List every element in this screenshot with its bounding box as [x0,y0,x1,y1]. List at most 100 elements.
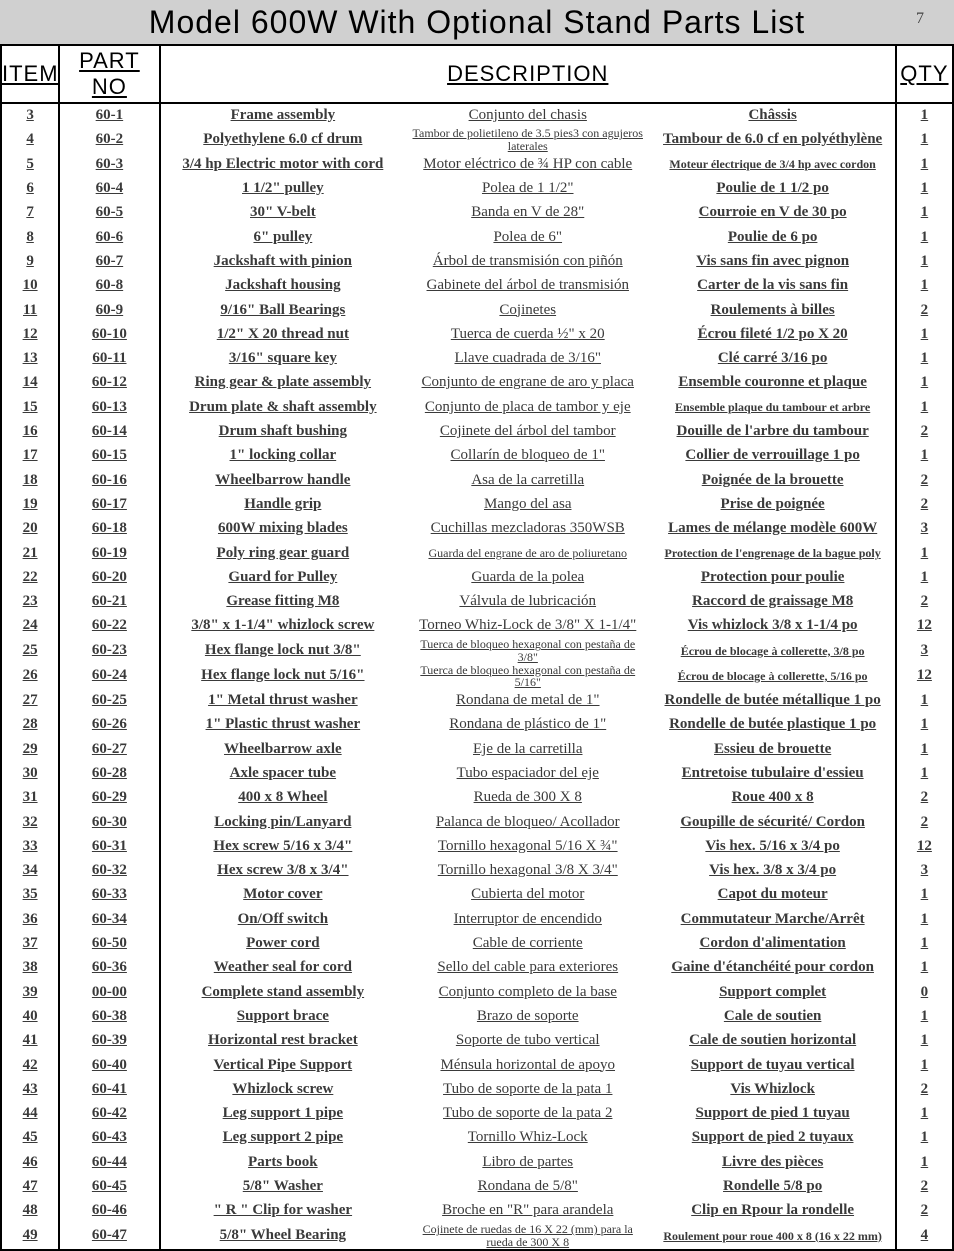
cell-en: 1" locking collar [160,444,405,468]
table-row: 960-7Jackshaft with pinionÁrbol de trans… [1,250,953,274]
cell-fr: Goupille de sécurité/ Cordon [650,810,895,834]
table-row: 1760-151" locking collarCollarín de bloq… [1,444,953,468]
cell-part: 60-20 [59,566,159,590]
cell-fr: Prise de poignée [650,493,895,517]
cell-item: 28 [1,713,59,737]
table-row: 1360-113/16" square keyLlave cuadrada de… [1,347,953,371]
table-row: 2360-21Grease fitting M8Válvula de lubri… [1,590,953,614]
cell-es: Árbol de transmisión con piñón [405,250,650,274]
table-row: 4260-40Vertical Pipe SupportMénsula hori… [1,1053,953,1077]
cell-en: 600W mixing blades [160,517,405,541]
cell-fr: Poulie de 1 1/2 po [650,177,895,201]
cell-es: Banda en V de 28" [405,201,650,225]
table-row: 1060-8Jackshaft housingGabinete del árbo… [1,274,953,298]
cell-es: Rondana de 5/8" [405,1175,650,1199]
cell-qty: 2 [896,786,953,810]
table-row: 460-2Polyethylene 6.0 cf drumTambor de p… [1,127,953,152]
title-bar: Model 600W With Optional Stand Parts Lis… [0,0,954,44]
cell-fr: Collier de verrouillage 1 po [650,444,895,468]
cell-item: 36 [1,907,59,931]
cell-en: Frame assembly [160,103,405,127]
cell-fr: Vis hex. 5/16 x 3/4 po [650,835,895,859]
cell-item: 44 [1,1102,59,1126]
cell-en: Hex flange lock nut 5/16" [160,664,405,689]
cell-en: 1" Plastic thrust washer [160,713,405,737]
header-item: ITEM [1,45,59,103]
cell-fr: Écrou fileté 1/2 po X 20 [650,323,895,347]
table-row: 3160-29400 x 8 WheelRueda de 300 X 8Roue… [1,786,953,810]
table-row: 560-33/4 hp Electric motor with cordMoto… [1,152,953,176]
cell-fr: Gaine d'étanchéité pour cordon [650,956,895,980]
cell-es: Tornillo hexagonal 5/16 X ¾" [405,835,650,859]
cell-en: Poly ring gear guard [160,541,405,565]
cell-part: 60-29 [59,786,159,810]
cell-en: 3/16" square key [160,347,405,371]
cell-qty: 2 [896,590,953,614]
cell-part: 60-50 [59,932,159,956]
cell-qty: 1 [896,689,953,713]
cell-fr: Clé carré 3/16 po [650,347,895,371]
table-row: 1460-12Ring gear & plate assemblyConjunt… [1,371,953,395]
cell-item: 10 [1,274,59,298]
cell-item: 38 [1,956,59,980]
table-row: 4660-44Parts bookLibro de partesLivre de… [1,1150,953,1174]
cell-es: Broche en "R" para arandela [405,1199,650,1223]
cell-en: Handle grip [160,493,405,517]
cell-en: 6" pulley [160,225,405,249]
cell-en: Hex flange lock nut 3/8" [160,638,405,663]
cell-item: 3 [1,103,59,127]
cell-fr: Ensemble plaque du tambour et arbre [650,395,895,419]
cell-en: Power cord [160,932,405,956]
cell-item: 9 [1,250,59,274]
cell-fr: Carter de la vis sans fin [650,274,895,298]
cell-qty: 1 [896,1053,953,1077]
cell-fr: Roulements à billes [650,298,895,322]
cell-qty: 1 [896,127,953,152]
cell-fr: Protection pour poulie [650,566,895,590]
cell-part: 00-00 [59,980,159,1004]
cell-qty: 1 [896,1102,953,1126]
cell-fr: Écrou de blocage à collerette, 5/16 po [650,664,895,689]
cell-qty: 2 [896,468,953,492]
table-row: 3360-31Hex screw 5/16 x 3/4"Tornillo hex… [1,835,953,859]
cell-part: 60-13 [59,395,159,419]
cell-es: Cojinete del árbol del tambor [405,420,650,444]
cell-qty: 1 [896,371,953,395]
cell-part: 60-2 [59,127,159,152]
cell-es: Conjunto de engrane de aro y placa [405,371,650,395]
cell-en: Leg support 2 pipe [160,1126,405,1150]
cell-en: Guard for Pulley [160,566,405,590]
cell-es: Gabinete del árbol de transmisión [405,274,650,298]
cell-es: Tubo de soporte de la pata 2 [405,1102,650,1126]
cell-es: Conjunto completo de la base [405,980,650,1004]
cell-fr: Support de tuyau vertical [650,1053,895,1077]
cell-item: 15 [1,395,59,419]
cell-part: 60-21 [59,590,159,614]
cell-fr: Châssis [650,103,895,127]
cell-es: Polea de 1 1/2" [405,177,650,201]
cell-qty: 1 [896,395,953,419]
cell-fr: Roulement pour roue 400 x 8 (16 x 22 mm) [650,1223,895,1249]
cell-qty: 3 [896,517,953,541]
cell-es: Palanca de bloqueo/ Acollador [405,810,650,834]
cell-qty: 1 [896,1005,953,1029]
table-row: 2160-19Poly ring gear guardGuarda del en… [1,541,953,565]
table-row: 660-41 1/2" pulleyPolea de 1 1/2"Poulie … [1,177,953,201]
cell-es: Tuerca de bloqueo hexagonal con pestaña … [405,664,650,689]
cell-fr: Vis whizlock 3/8 x 1-1/4 po [650,614,895,638]
cell-es: Tubo de soporte de la pata 1 [405,1078,650,1102]
cell-en: 5/8" Wheel Bearing [160,1223,405,1249]
cell-en: Grease fitting M8 [160,590,405,614]
cell-en: Whizlock screw [160,1078,405,1102]
cell-en: Hex screw 5/16 x 3/4" [160,835,405,859]
cell-part: 60-12 [59,371,159,395]
cell-item: 33 [1,835,59,859]
cell-fr: Poignée de la brouette [650,468,895,492]
cell-part: 60-31 [59,835,159,859]
cell-fr: Protection de l'engrenage de la bague po… [650,541,895,565]
table-row: 3660-34On/Off switchInterruptor de encen… [1,907,953,931]
cell-es: Mango del asa [405,493,650,517]
cell-item: 24 [1,614,59,638]
cell-es: Motor eléctrico de ¾ HP con cable [405,152,650,176]
cell-en: Locking pin/Lanyard [160,810,405,834]
